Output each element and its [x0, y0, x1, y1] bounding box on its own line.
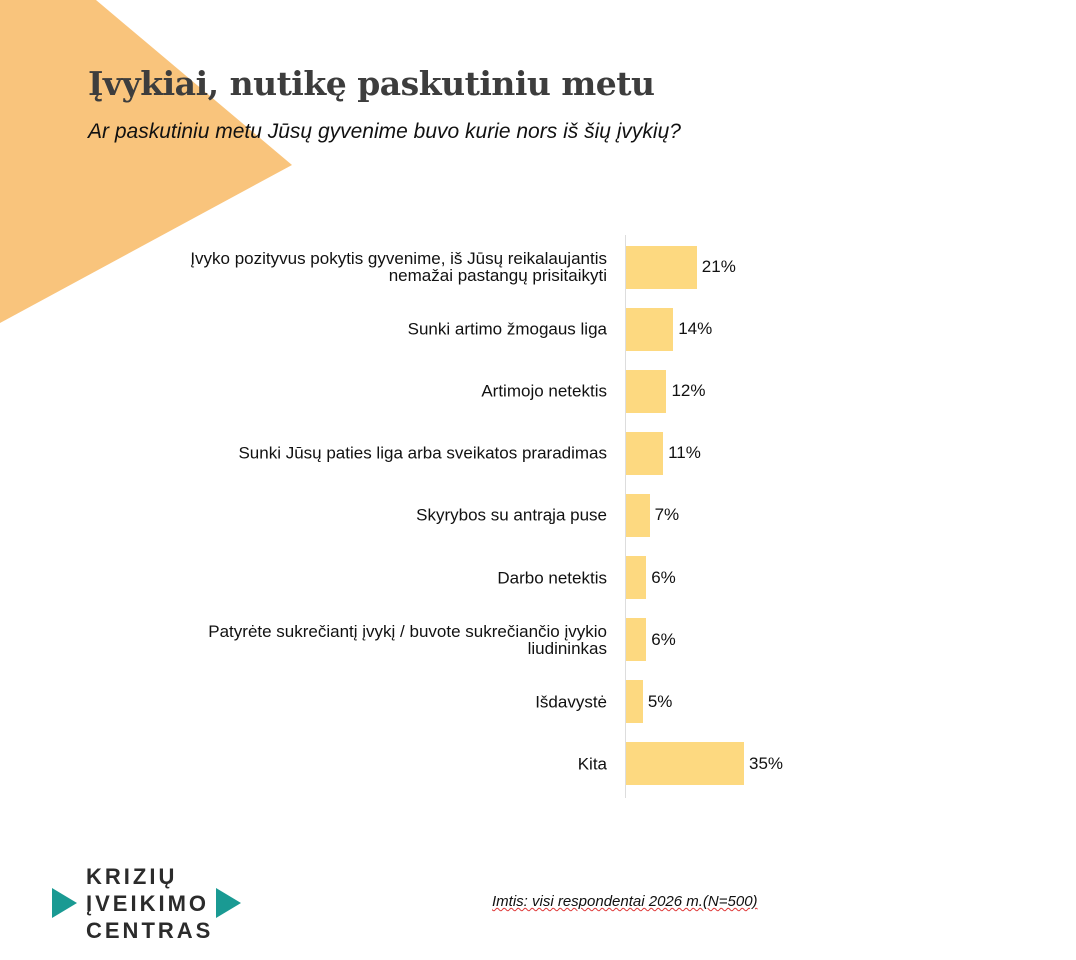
logo-text: CENTRAS	[86, 918, 214, 943]
category-label: Įvyko pozityvus pokytis gyvenime, iš Jūs…	[190, 249, 607, 285]
logo-triangle	[216, 888, 241, 918]
bar	[626, 556, 647, 599]
category-label: Darbo netektis	[497, 568, 607, 587]
bar	[626, 742, 744, 786]
value-label: 7%	[654, 505, 680, 525]
footnote: Imtis: visi respondentai 2026 m.(N=500)	[492, 893, 758, 910]
bar	[626, 431, 664, 475]
logo-text: ĮVEIKIMO	[86, 891, 210, 916]
bar	[626, 307, 674, 351]
value-label: 6%	[651, 629, 676, 649]
bar	[626, 245, 697, 289]
category-label: Sunki Jūsų paties liga arba sveikatos pr…	[238, 443, 607, 463]
logo-text: KRIZIŲ	[86, 864, 178, 889]
category-label: Kita	[577, 754, 607, 774]
value-label: 11%	[668, 443, 701, 463]
bar	[626, 680, 643, 724]
value-label: 12%	[671, 381, 706, 401]
logo-triangle	[52, 888, 77, 918]
category-label: Patyrėte sukrečiantį įvykį / buvote sukr…	[208, 621, 607, 658]
value-label: 5%	[647, 691, 673, 711]
category-label: Artimojo netektis	[481, 381, 607, 401]
category-label: Skyrybos su antrąja puse	[416, 505, 607, 525]
chart-subtitle: Ar paskutiniu metu Jūsų gyvenime buvo ku…	[88, 120, 681, 143]
value-label: 35%	[749, 753, 784, 773]
bar	[626, 618, 647, 662]
value-label: 6%	[651, 567, 676, 587]
value-label: 14%	[678, 319, 713, 339]
category-label: Sunki artimo žmogaus liga	[407, 319, 607, 339]
bar	[626, 493, 650, 537]
corner-shape	[0, 0, 292, 323]
bar	[626, 369, 667, 413]
category-label: Išdavystė	[535, 692, 607, 712]
chart-title: Įvykiai, nutikę paskutiniu metu	[88, 64, 655, 103]
value-label: 21%	[701, 257, 736, 276]
